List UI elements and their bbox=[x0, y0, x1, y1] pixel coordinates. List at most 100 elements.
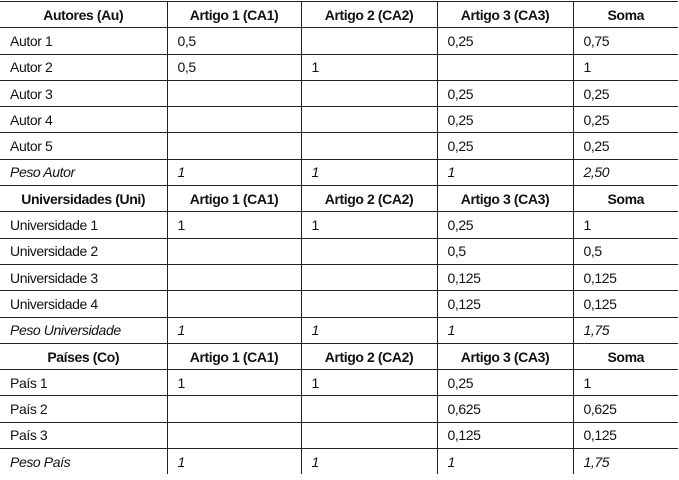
table-cell bbox=[166, 132, 302, 160]
table-cell bbox=[300, 237, 438, 265]
table-cell: País 3 bbox=[0, 421, 168, 450]
table-cell: 0,5 bbox=[436, 237, 574, 265]
table-cell: 0,125 bbox=[436, 263, 574, 292]
table-cell bbox=[166, 263, 302, 292]
table-cell: 0,625 bbox=[436, 395, 574, 423]
table-row: País 3 0,125 0,125 bbox=[0, 421, 678, 450]
table-row: Autor 3 0,25 0,25 bbox=[0, 79, 678, 108]
table-cell: Peso País bbox=[0, 448, 168, 475]
column-header: Artigo 3 (CA3) bbox=[436, 0, 574, 29]
table-cell bbox=[166, 290, 302, 318]
table-row: Universidade 4 0,125 0,125 bbox=[0, 290, 678, 318]
column-header: Soma bbox=[572, 0, 678, 29]
table-cell bbox=[166, 79, 302, 108]
table-cell: 0,5 bbox=[166, 53, 302, 81]
table-cell: 1 bbox=[436, 158, 574, 187]
table-cell: País 1 bbox=[0, 369, 168, 397]
table-cell: Universidade 2 bbox=[0, 237, 168, 265]
weight-row: Peso País 1 1 1 1,75 bbox=[0, 448, 678, 475]
table-cell bbox=[300, 421, 438, 450]
table-cell bbox=[166, 106, 302, 134]
table-cell: 0,25 bbox=[436, 27, 574, 55]
table-cell bbox=[166, 421, 302, 450]
table-cell: 1 bbox=[166, 211, 302, 239]
table-cell: 0,125 bbox=[572, 290, 678, 318]
table-cell: 0,125 bbox=[572, 421, 678, 450]
table-cell: 0,25 bbox=[436, 106, 574, 134]
table-cell: 0,75 bbox=[572, 27, 678, 55]
table-row: Autor 1 0,5 0,25 0,75 bbox=[0, 27, 678, 55]
table-cell bbox=[436, 53, 574, 81]
column-header: Autores (Au) bbox=[0, 0, 168, 29]
table-cell: Autor 3 bbox=[0, 79, 168, 108]
table-cell: 0,25 bbox=[572, 106, 678, 134]
table-cell: 1 bbox=[436, 448, 574, 475]
header-row: Países (Co) Artigo 1 (CA1) Artigo 2 (CA2) A… bbox=[0, 342, 678, 371]
column-header: Universidades (Uni) bbox=[0, 185, 168, 213]
column-header: Artigo 1 (CA1) bbox=[166, 342, 302, 371]
table-cell: País 2 bbox=[0, 395, 168, 423]
header-row: Universidades (Uni) Artigo 1 (CA1) Artigo … bbox=[0, 185, 678, 213]
table-cell: 1,75 bbox=[572, 448, 678, 475]
table-cell: 0,125 bbox=[572, 263, 678, 292]
weight-row: Peso Universidade 1 1 1 1,75 bbox=[0, 316, 678, 344]
table-cell: 1 bbox=[572, 369, 678, 397]
table-cell: 0,125 bbox=[436, 290, 574, 318]
table-cell: Autor 4 bbox=[0, 106, 168, 134]
column-header: Artigo 1 (CA1) bbox=[166, 185, 302, 213]
table-cell: 0,25 bbox=[436, 211, 574, 239]
table-cell bbox=[300, 27, 438, 55]
header-row: Autores (Au) Artigo 1 (CA1) Artigo 2 (CA2)… bbox=[0, 0, 678, 29]
table-cell: 0,5 bbox=[166, 27, 302, 55]
table-cell: 0,625 bbox=[572, 395, 678, 423]
column-header: Artigo 1 (CA1) bbox=[166, 0, 302, 29]
table-cell: 1 bbox=[166, 369, 302, 397]
table-cell bbox=[300, 395, 438, 423]
table-cell: 1 bbox=[300, 211, 438, 239]
table-cell: 0,5 bbox=[572, 237, 678, 265]
table-cell: 1 bbox=[300, 316, 438, 344]
table-cell: Autor 2 bbox=[0, 53, 168, 81]
column-header: Artigo 2 (CA2) bbox=[300, 185, 438, 213]
table-cell: 1 bbox=[166, 158, 302, 187]
column-header: Artigo 3 (CA3) bbox=[436, 185, 574, 213]
table-row: País 2 0,625 0,625 bbox=[0, 395, 678, 423]
column-header: Soma bbox=[572, 342, 678, 371]
table-cell: 1 bbox=[572, 211, 678, 239]
weight-row: Peso Autor 1 1 1 2,50 bbox=[0, 158, 678, 187]
table-cell bbox=[300, 79, 438, 108]
table-cell: Autor 1 bbox=[0, 27, 168, 55]
table-cell: 0,25 bbox=[436, 132, 574, 160]
table-cell: 1 bbox=[300, 158, 438, 187]
table-row: Autor 4 0,25 0,25 bbox=[0, 106, 678, 134]
table-cell: 0,25 bbox=[572, 132, 678, 160]
table-cell bbox=[300, 106, 438, 134]
table-cell: 0,25 bbox=[436, 369, 574, 397]
table-cell: Peso Autor bbox=[0, 158, 168, 187]
table-cell: Peso Universidade bbox=[0, 316, 168, 344]
table-cell: 1,75 bbox=[572, 316, 678, 344]
table-cell bbox=[300, 290, 438, 318]
table-cell: 0,25 bbox=[436, 79, 574, 108]
column-header: Artigo 3 (CA3) bbox=[436, 342, 574, 371]
table-row: Universidade 3 0,125 0,125 bbox=[0, 263, 678, 292]
table-cell: 1 bbox=[572, 53, 678, 81]
table-cell: Universidade 1 bbox=[0, 211, 168, 239]
table-cell bbox=[300, 263, 438, 292]
column-header: Países (Co) bbox=[0, 342, 168, 371]
table-cell: 1 bbox=[166, 316, 302, 344]
table-row: Autor 5 0,25 0,25 bbox=[0, 132, 678, 160]
table-cell: Universidade 4 bbox=[0, 290, 168, 318]
table-cell: 1 bbox=[300, 369, 438, 397]
table-cell: 1 bbox=[300, 448, 438, 475]
table-cell: 1 bbox=[436, 316, 574, 344]
table-cell: Autor 5 bbox=[0, 132, 168, 160]
table-cell: 2,50 bbox=[572, 158, 678, 187]
table-row: Universidade 2 0,5 0,5 bbox=[0, 237, 678, 265]
column-header: Artigo 2 (CA2) bbox=[300, 342, 438, 371]
table-cell bbox=[166, 395, 302, 423]
column-header: Artigo 2 (CA2) bbox=[300, 0, 438, 29]
table-cell: Universidade 3 bbox=[0, 263, 168, 292]
table-row: Autor 2 0,5 1 1 bbox=[0, 53, 678, 81]
